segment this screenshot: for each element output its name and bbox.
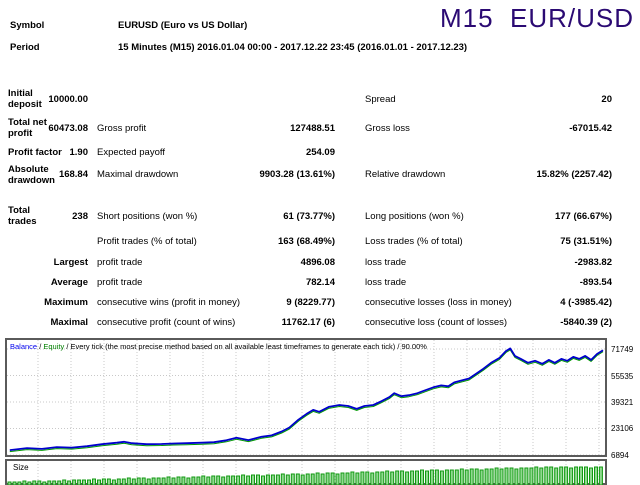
balance-chart: Balance / Equity / Every tick (the most … (5, 338, 607, 457)
legend-separator: / (37, 342, 44, 351)
row-label: Maximal (50, 316, 89, 328)
symbol-label: Symbol (10, 20, 45, 31)
row-label-right: loss trade (365, 256, 407, 268)
row-value-mid: 4896.08 (300, 256, 335, 268)
row-label-right: consecutive loss (count of losses) (365, 316, 508, 328)
row-label-right: Gross loss (365, 122, 410, 134)
table-row-profit-factor: Profit factor 1.90 Expected payoff 254.0… (0, 144, 640, 160)
row-value-mid: 9 (8229.77) (286, 296, 335, 308)
y-axis-tick: 55535 (611, 372, 634, 381)
size-chart-canvas (7, 461, 603, 485)
legend-balance-label: Balance (10, 342, 38, 351)
row-label-mid: Gross profit (97, 122, 147, 134)
size-chart: Size (5, 459, 607, 485)
row-value: 60473.08 (48, 122, 88, 134)
y-axis-tick: 23106 (611, 424, 634, 433)
row-value-right: -2983.82 (574, 256, 612, 268)
row-label: Initial deposit (8, 88, 42, 110)
legend-method-text: Every tick (the most precise method base… (70, 342, 427, 351)
row-value: 168.84 (58, 169, 88, 180)
period-label: Period (10, 42, 40, 53)
row-label: Profit factor (8, 146, 62, 158)
row-value-mid: 254.09 (305, 146, 335, 158)
row-label: Maximum (44, 296, 88, 308)
y-axis-tick: 39321 (611, 398, 634, 407)
row-value-mid: 127488.51 (290, 122, 335, 134)
period-row: Period 15 Minutes (M15) 2016.01.04 00:00… (0, 42, 640, 56)
row-value-mid: 782.14 (305, 276, 335, 288)
row-value-mid: 11762.17 (6) (281, 316, 335, 328)
row-label-right: consecutive losses (loss in money) (365, 296, 512, 308)
table-row-absolute-drawdown: Absolute drawdown 168.84 Maximal drawdow… (0, 161, 640, 188)
row-value-mid: 163 (68.49%) (277, 235, 335, 247)
legend-separator: / (64, 342, 71, 351)
row-label-mid: Short positions (won %) (97, 210, 198, 222)
row-label-mid: Profit trades (% of total) (97, 235, 197, 247)
row-value-mid: 61 (73.77%) (283, 210, 335, 222)
row-label: Total trades (8, 205, 37, 227)
row-value-mid: 9903.28 (13.61%) (259, 169, 335, 180)
row-label-right: Loss trades (% of total) (365, 235, 463, 247)
row-label-right: Spread (365, 93, 396, 105)
row-value: 10000.00 (48, 93, 88, 105)
row-value-right: -5840.39 (2) (560, 316, 612, 328)
row-label-right: Relative drawdown (365, 169, 446, 180)
row-label-mid: profit trade (97, 276, 143, 288)
row-label-mid: consecutive profit (count of wins) (97, 316, 236, 328)
y-axis-tick: 6894 (611, 451, 629, 460)
symbol-row: Symbol EURUSD (Euro vs US Dollar) (0, 20, 640, 34)
row-label: Average (50, 276, 88, 288)
row-value-right: 15.82% (2257.42) (536, 169, 612, 180)
row-label: Total net profit (8, 117, 47, 139)
table-row-profit-trades: Profit trades (% of total) 163 (68.49%) … (0, 233, 640, 249)
row-value-right: 4 (-3985.42) (560, 296, 612, 308)
row-label: Absolute drawdown (8, 163, 55, 186)
y-axis-tick: 71749 (611, 345, 634, 354)
chart-legend: Balance / Equity / Every tick (the most … (10, 342, 427, 351)
table-row-total-trades: Total trades 238 Short positions (won %)… (0, 203, 640, 229)
row-label-right: loss trade (365, 276, 407, 288)
table-row-average: Average profit trade 782.14 loss trade -… (0, 274, 640, 290)
row-value-right: 20 (601, 93, 612, 105)
row-label-mid: Maximal drawdown (97, 169, 179, 180)
page-title: M15 EUR/USD (439, 3, 634, 33)
legend-equity-label: Equity (43, 342, 65, 351)
row-label: Largest (53, 256, 88, 268)
balance-chart-canvas (7, 340, 605, 455)
row-value: 238 (72, 210, 88, 222)
row-value-right: 177 (66.67%) (554, 210, 612, 222)
symbol-value: EURUSD (Euro vs US Dollar) (118, 20, 248, 31)
table-row-largest: Largest profit trade 4896.08 loss trade … (0, 254, 640, 270)
row-label-mid: Expected payoff (97, 146, 165, 158)
table-row-initial-deposit: Initial deposit 10000.00 Spread 20 (0, 86, 640, 112)
table-row-maximal: Maximal consecutive profit (count of win… (0, 314, 640, 330)
table-row-maximum: Maximum consecutive wins (profit in mone… (0, 294, 640, 310)
period-value: 15 Minutes (M15) 2016.01.04 00:00 - 2017… (118, 42, 468, 53)
row-label-mid: consecutive wins (profit in money) (97, 296, 241, 308)
size-chart-title: Size (13, 463, 29, 472)
table-row-total-net-profit: Total net profit 60473.08 Gross profit 1… (0, 114, 640, 142)
row-value-right: -67015.42 (569, 122, 612, 134)
row-value-right: -893.54 (579, 276, 612, 288)
row-label-mid: profit trade (97, 256, 143, 268)
row-value-right: 75 (31.51%) (560, 235, 612, 247)
row-label-right: Long positions (won %) (365, 210, 464, 222)
row-value: 1.90 (69, 146, 89, 158)
